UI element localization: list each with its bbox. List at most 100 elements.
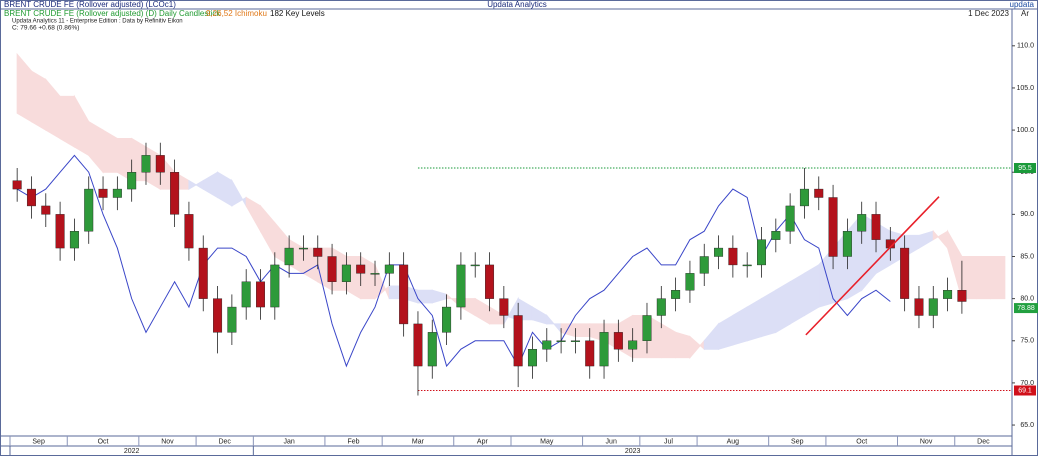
candle-body <box>771 231 781 240</box>
candle-body <box>499 298 509 316</box>
app-name: Updata Analytics <box>487 0 547 9</box>
candle-body <box>785 205 795 232</box>
candle-body <box>671 290 681 299</box>
candle-body <box>456 264 466 308</box>
level-label: 95.5 <box>1018 165 1032 172</box>
candle-body <box>170 172 180 215</box>
x-tick-label: Aug <box>727 438 740 445</box>
cloud <box>30 70 47 131</box>
x-tick-label: Jun <box>606 438 617 445</box>
candle-body <box>714 247 724 257</box>
candle-body <box>542 340 552 350</box>
candle-body <box>513 315 523 367</box>
candle-body <box>313 247 323 257</box>
x-tick-label: Mar <box>412 438 425 445</box>
y-tick-label: 70.0 <box>1020 380 1034 387</box>
header-title: BRENT CRUDE FE (Rollover adjusted) (LCOc… <box>4 0 176 9</box>
x-tick-label: Oct <box>856 438 867 445</box>
x-tick-label: Sep <box>32 438 45 445</box>
x-tick-label: May <box>540 438 554 445</box>
candle-body <box>656 298 666 316</box>
y-tick-label: 105.0 <box>1016 85 1034 92</box>
candle-body <box>256 281 265 308</box>
candle-body <box>384 264 394 274</box>
x-tick-label: Feb <box>348 438 360 445</box>
candle-body <box>127 172 137 190</box>
level-box <box>1014 385 1036 396</box>
date: 1 Dec 2023 <box>968 9 1009 18</box>
candle-body <box>957 290 967 302</box>
candle-body <box>241 281 251 308</box>
candle-body <box>728 247 738 266</box>
candle-body <box>642 315 652 341</box>
candle-body <box>527 348 537 367</box>
candle-body <box>427 332 437 367</box>
candle-body <box>270 264 280 308</box>
candle-body <box>442 306 452 333</box>
trendline <box>805 196 940 336</box>
candle-body <box>341 264 351 282</box>
candle-body <box>470 264 480 267</box>
cloud <box>975 255 992 300</box>
candle-body <box>284 247 294 266</box>
candle-body <box>227 306 237 333</box>
candle-body <box>857 214 867 232</box>
y-tick-label: 65.0 <box>1020 422 1034 429</box>
cloud <box>59 95 75 148</box>
axis-tag: Ar <box>1021 9 1029 18</box>
candle-body <box>699 256 709 274</box>
candle-body <box>413 323 423 367</box>
candle-body <box>842 231 852 257</box>
candle-body <box>570 340 580 342</box>
study: BRENT CRUDE FE (Rollover adjusted) (D) D… <box>4 9 221 18</box>
candle-body <box>871 214 881 240</box>
x-tick-label: Nov <box>920 438 933 445</box>
cloud <box>990 255 1006 300</box>
candle-body <box>742 264 752 267</box>
level-label: 69.1 <box>1018 387 1032 394</box>
candle-body <box>599 332 609 367</box>
candle-body <box>298 247 308 250</box>
quote: C: 79.66 +0.68 (0.86%) <box>12 25 79 32</box>
x-tick-label: Dec <box>977 438 990 445</box>
candle-body <box>327 256 337 282</box>
candle-body <box>112 188 122 198</box>
candle-body <box>84 188 94 232</box>
x-tick-label: Sep <box>791 438 804 445</box>
candle-body <box>799 188 809 207</box>
candle-body <box>585 340 595 367</box>
candle-body <box>628 340 638 350</box>
candle-body <box>485 264 495 299</box>
candle-body <box>928 298 938 316</box>
x-tick-label: Apr <box>477 438 489 445</box>
year-label: 2023 <box>625 448 641 455</box>
candle-body <box>55 214 65 249</box>
candle-body <box>900 247 910 299</box>
key-levels-label: 182 Key Levels <box>270 9 325 18</box>
candle-body <box>613 332 623 350</box>
indicator: 9,26,52 Ichimoku <box>206 9 267 18</box>
candle-body <box>198 247 208 299</box>
y-tick-label: 85.0 <box>1020 253 1034 260</box>
candle-body <box>685 273 695 291</box>
x-tick-label: Oct <box>98 438 109 445</box>
cloud <box>789 272 805 325</box>
candle-body <box>69 231 79 249</box>
candle-body <box>943 290 953 299</box>
candle-body <box>399 264 409 325</box>
candle-body <box>556 340 566 342</box>
candle-body <box>155 155 165 173</box>
candle-body <box>41 205 51 215</box>
cloud <box>574 323 591 338</box>
candle-body <box>356 264 366 274</box>
logo: updata <box>1010 0 1035 9</box>
candle-body <box>12 180 22 190</box>
last-price-box <box>1014 303 1038 314</box>
y-tick-label: 110.0 <box>1017 43 1034 50</box>
y-tick-label: 100.0 <box>1016 127 1034 134</box>
candle-body <box>828 197 838 257</box>
y-tick-label: 90.0 <box>1020 211 1034 218</box>
edition: Updata Analytics 11 - Enterprise Edition… <box>12 19 183 25</box>
candle-body <box>814 188 824 198</box>
